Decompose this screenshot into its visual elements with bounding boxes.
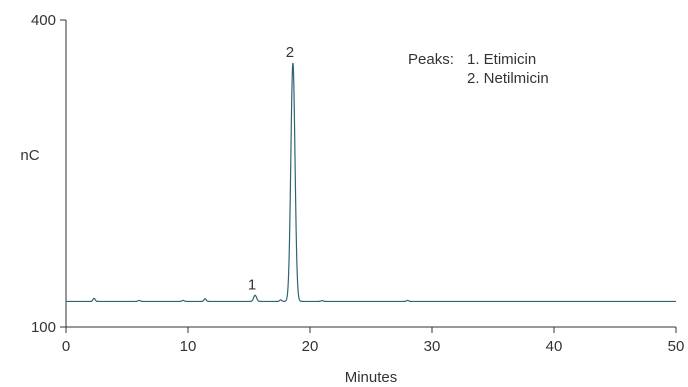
peaks-legend: Peaks: 1. Etimicin 2. Netilmicin [408,51,549,87]
y-tick-label: 400 [31,12,56,29]
x-tick-label: 0 [62,338,70,355]
peak-label-2: 2 [286,44,294,61]
legend-entry-netilmicin: 2. Netilmicin [467,70,549,87]
y-tick-label: 100 [31,319,56,336]
legend-heading: Peaks: [408,51,454,68]
y-axis-label: nC [20,147,39,164]
x-axis-label: Minutes [345,369,398,386]
x-tick-label: 50 [668,338,685,355]
peak-label-1: 1 [248,276,256,293]
legend-entry-etimicin: 1. Etimicin [467,51,536,68]
x-tick-label: 10 [180,338,197,355]
axes [65,20,676,328]
x-ticks: 0 10 20 30 40 50 [62,327,685,355]
x-tick-label: 30 [424,338,441,355]
x-tick-label: 40 [546,338,563,355]
peak-labels: 12 [248,44,294,293]
y-ticks: 100 400 [31,12,66,336]
chromatogram-trace [66,62,676,303]
x-tick-label: 20 [302,338,319,355]
